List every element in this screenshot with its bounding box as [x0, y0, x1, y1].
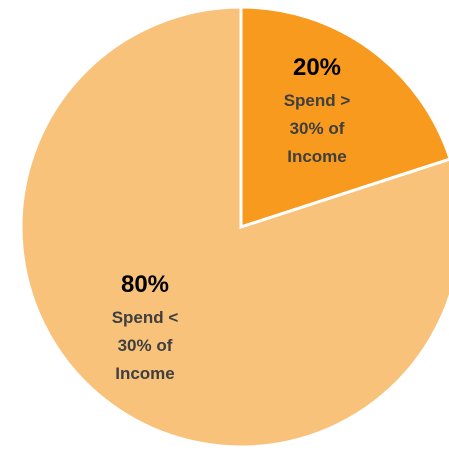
- slice-description-line: Spend >: [284, 91, 351, 110]
- pie-slice-2: [19, 5, 449, 449]
- slice-description-line: Spend <: [112, 308, 179, 327]
- slices-layer: [19, 5, 449, 449]
- slice-percent-label: 20%: [293, 54, 341, 81]
- slice-label-group-1: 20% Spend > 30% of Income: [284, 54, 351, 166]
- slice-label-group-2: 80% Spend < 30% of Income: [112, 271, 179, 383]
- labels-layer: 20% Spend > 30% of Income 80% Spend < 30% of In…: [112, 54, 351, 383]
- pie-slice-1: [239, 5, 449, 230]
- slice-description-line: 30% of: [290, 119, 345, 138]
- slice-percent-label: 80%: [121, 271, 169, 298]
- slice-description-line: Income: [115, 364, 175, 383]
- slice-description-line: 30% of: [118, 336, 173, 355]
- slice-description-line: Income: [287, 147, 347, 166]
